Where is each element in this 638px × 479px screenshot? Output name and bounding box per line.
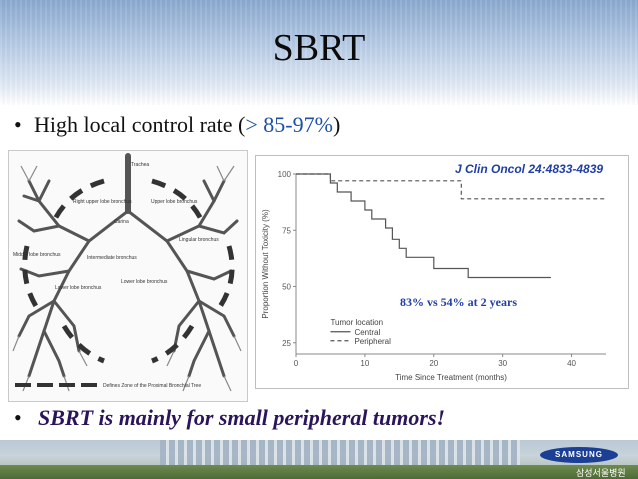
label-lower-left: Lower lobe bronchus — [121, 279, 168, 285]
label-intermediate: Intermediate bronchus — [87, 255, 137, 261]
label-left-upper: Upper lobe bronchus — [151, 199, 198, 205]
bronchial-tree-figure: Trachea Right upper lobe bronchus Upper … — [8, 150, 248, 402]
label-middle: Middle lobe bronchus — [13, 252, 61, 258]
title-banner — [0, 0, 638, 105]
chart-series-group — [296, 173, 606, 279]
slide-title: SBRT — [272, 27, 366, 69]
bullet-prefix: High local control rate ( — [34, 112, 246, 137]
x-tick-label: 10 — [360, 359, 369, 368]
bullet-sbrt-peripheral: • SBRT is mainly for small peripheral tum… — [14, 405, 445, 431]
stat-comparison: 83% vs 54% at 2 years — [400, 295, 517, 309]
footer-photo — [0, 440, 638, 479]
hospital-name: 삼성서울병원 — [576, 469, 626, 479]
chart-y-label: Proportion Without Toxicity (%) — [261, 209, 270, 319]
x-tick-label: 0 — [294, 359, 299, 368]
samsung-logo: SAMSUNG — [540, 447, 618, 463]
y-tick-label: 25 — [282, 339, 291, 348]
label-right-upper: Right upper lobe bronchus — [73, 199, 132, 205]
toxicity-chart: 25 50 75 100 0 10 20 30 40 Tumor locationCentral… — [261, 170, 606, 382]
bullet-suffix: ) — [332, 112, 341, 137]
label-lower-right: Lower lobe bronchus — [55, 285, 102, 291]
tree-legend-text: Defines Zone of the Proximal Bronchial T… — [103, 383, 201, 389]
legend-label-central: Central — [354, 328, 380, 337]
building-facade — [160, 440, 520, 468]
banner-texture — [0, 0, 638, 105]
label-carina: Carina — [114, 219, 129, 225]
label-trachea: Trachea — [131, 162, 149, 168]
bullet2-text: SBRT is mainly for small peripheral tumo… — [38, 405, 446, 430]
x-tick-label: 40 — [567, 359, 576, 368]
label-lingular: Lingular bronchus — [179, 237, 219, 243]
x-tick-label: 20 — [429, 359, 438, 368]
chart-x-label: Time Since Treatment (months) — [395, 373, 507, 382]
legend-title: Tumor location — [330, 318, 383, 327]
bullet-marker: • — [14, 112, 22, 137]
x-tick-label: 30 — [498, 359, 507, 368]
legend-label-peripheral: Peripheral — [354, 337, 391, 346]
tree-legend: Defines Zone of the Proximal Bronchial T… — [15, 383, 201, 389]
y-tick-label: 50 — [282, 283, 291, 292]
bullet-local-control: • High local control rate (> 85-97%) — [14, 112, 340, 138]
footer-grass — [0, 465, 638, 479]
series-line-central — [296, 173, 551, 279]
journal-reference: J Clin Oncol 24:4833-4839 — [455, 162, 604, 176]
chart-axes: 25 50 75 100 0 10 20 30 40 — [278, 170, 606, 368]
y-tick-label: 100 — [278, 170, 292, 179]
bronchial-tree-svg: Trachea Right upper lobe bronchus Upper … — [12, 153, 242, 392]
toxicity-chart-panel: 25 50 75 100 0 10 20 30 40 Tumor location Central… — [255, 155, 629, 389]
bullet-marker-2: • — [14, 405, 22, 430]
y-tick-label: 75 — [282, 226, 291, 235]
bullet-highlight: > 85-97% — [245, 112, 333, 137]
series-line-peripheral — [296, 173, 606, 200]
